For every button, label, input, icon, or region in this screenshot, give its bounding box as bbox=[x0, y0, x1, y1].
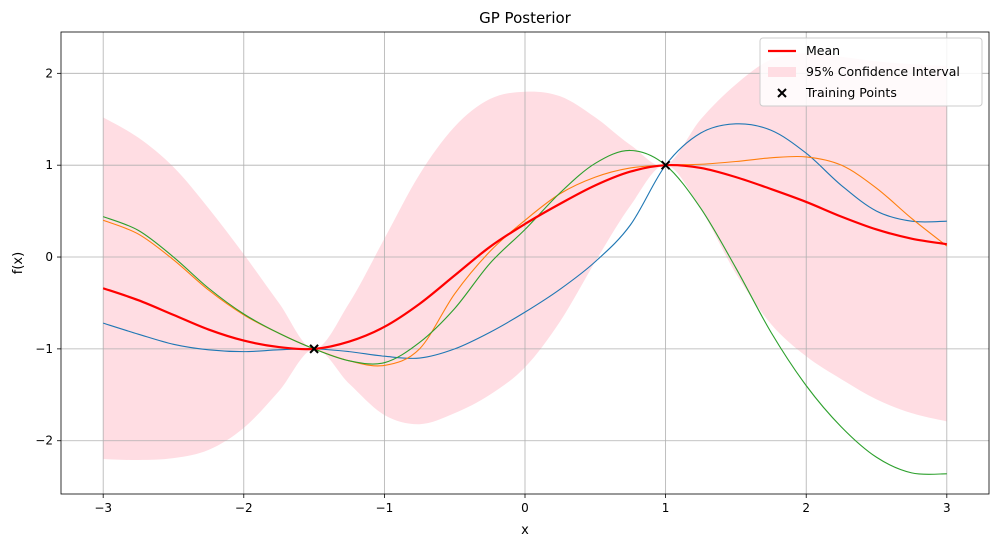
legend-swatch-ci bbox=[768, 67, 796, 77]
x-tick-label: 0 bbox=[521, 501, 529, 515]
x-tick-label: −2 bbox=[235, 501, 253, 515]
x-tick-label: 3 bbox=[943, 501, 951, 515]
grid-layer bbox=[61, 32, 989, 494]
legend-label: 95% Confidence Interval bbox=[806, 64, 960, 79]
sample-line-2 bbox=[102, 155, 948, 367]
x-tick-label: −3 bbox=[94, 501, 112, 515]
training-point bbox=[660, 160, 671, 170]
y-tick-label: 1 bbox=[45, 158, 53, 172]
mean-line bbox=[102, 163, 947, 351]
legend-label: Mean bbox=[806, 43, 840, 58]
training-points-layer bbox=[309, 160, 671, 354]
legend: Mean 95% Confidence Interval Training Poin… bbox=[759, 37, 983, 107]
y-tick-label: 0 bbox=[45, 250, 53, 264]
series-layer bbox=[102, 123, 948, 475]
sample-line-1 bbox=[103, 123, 947, 359]
y-tick-label: 2 bbox=[45, 66, 53, 80]
legend-box bbox=[759, 37, 983, 107]
x-axis-label: x bbox=[521, 523, 529, 538]
legend-label: Training Points bbox=[805, 85, 897, 100]
sample-line-3 bbox=[102, 149, 947, 475]
y-tick-label: −1 bbox=[35, 342, 53, 356]
x-tick-label: −1 bbox=[376, 501, 394, 515]
chart-title: GP Posterior bbox=[479, 9, 572, 27]
y-tick-label: −2 bbox=[35, 434, 53, 448]
training-point bbox=[309, 344, 319, 354]
axis-ticks-layer: −3 −2 −1 0 1 2 3 −2 −1 0 1 2 bbox=[35, 66, 950, 515]
x-tick-label: 2 bbox=[802, 501, 810, 515]
y-axis-label: f(x) bbox=[11, 252, 26, 274]
x-tick-label: 1 bbox=[662, 501, 670, 515]
legend-swatch-training bbox=[777, 88, 787, 98]
